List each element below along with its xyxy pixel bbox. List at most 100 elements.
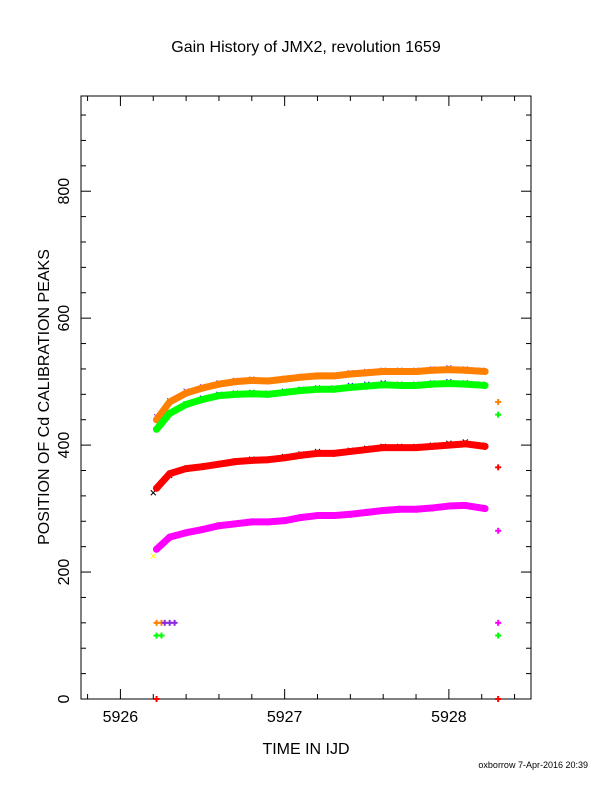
data-point-smoothed — [428, 504, 436, 512]
x-tick-label: 5927 — [267, 709, 303, 726]
data-point-smoothed — [264, 377, 272, 385]
data-point-smoothed — [313, 449, 321, 457]
data-point-smoothed — [461, 366, 469, 374]
data-point-smoothed — [231, 390, 239, 398]
data-point-smoothed — [166, 398, 174, 406]
data-point-smoothed — [215, 522, 223, 530]
x-axis-label: TIME IN IJD — [262, 741, 349, 758]
data-point-smoothed — [281, 388, 289, 396]
data-point-smoothed — [215, 380, 223, 388]
data-point-smoothed — [445, 441, 453, 449]
data-point-smoothed — [461, 501, 469, 509]
data-point-smoothed — [412, 444, 420, 452]
data-point-smoothed — [396, 444, 404, 452]
y-tick-label: 0 — [56, 694, 73, 703]
data-point-smoothed — [182, 529, 190, 537]
data-point-smoothed — [248, 390, 256, 398]
data-point-smoothed — [363, 382, 371, 390]
data-point-smoothed — [281, 454, 289, 462]
edge-marker — [495, 398, 502, 405]
data-point-smoothed — [153, 484, 161, 492]
data-point-smoothed — [428, 442, 436, 450]
data-point-smoothed — [346, 510, 354, 518]
edge-marker — [495, 619, 502, 626]
data-point-smoothed — [396, 367, 404, 375]
data-point-smoothed — [264, 390, 272, 398]
data-point-smoothed — [445, 380, 453, 388]
data-point-smoothed — [412, 367, 420, 375]
data-point-smoothed — [153, 545, 161, 553]
data-point-smoothed — [346, 370, 354, 378]
data-point-smoothed — [166, 533, 174, 541]
data-point-smoothed — [199, 526, 207, 534]
data-point-smoothed — [297, 451, 305, 459]
y-tick-label: 600 — [56, 305, 73, 332]
edge-marker — [158, 632, 165, 639]
data-point-smoothed — [166, 470, 174, 478]
data-point-smoothed — [481, 442, 489, 450]
data-point-smoothed — [481, 381, 489, 389]
data-point-smoothed — [281, 375, 289, 383]
edge-marker — [171, 619, 178, 626]
data-point-smoothed — [428, 380, 436, 388]
data-point-smoothed — [313, 372, 321, 380]
data-point-smoothed — [379, 367, 387, 375]
footer-credit: oxborrow 7-Apr-2016 20:39 — [478, 760, 588, 770]
data-point-smoothed — [330, 449, 338, 457]
data-point-raw — [150, 553, 157, 560]
plot-frame — [80, 95, 532, 700]
data-point-smoothed — [297, 387, 305, 395]
data-point-smoothed — [248, 376, 256, 384]
data-point-smoothed — [248, 456, 256, 464]
edge-marker — [495, 411, 502, 418]
data-point-smoothed — [363, 446, 371, 454]
y-axis-label: POSITION OF Cd CALIBRATION PEAKS — [36, 249, 53, 545]
data-point-smoothed — [182, 465, 190, 473]
smoothed-series-line — [153, 501, 489, 553]
data-point-smoothed — [182, 400, 190, 408]
data-point-smoothed — [215, 460, 223, 468]
tick-labels: 5926 5927 5928 0 200 400 600 800 — [56, 178, 467, 726]
data-point-smoothed — [445, 366, 453, 374]
data-point-smoothed — [313, 512, 321, 520]
data-point-smoothed — [330, 372, 338, 380]
data-point-smoothed — [281, 517, 289, 525]
data-point-smoothed — [396, 505, 404, 513]
data-point-smoothed — [231, 378, 239, 386]
data-point-smoothed — [428, 366, 436, 374]
data-point-smoothed — [379, 381, 387, 389]
data-point-smoothed — [445, 502, 453, 510]
x-tick-label: 5926 — [103, 709, 139, 726]
data-point-smoothed — [379, 444, 387, 452]
data-point-smoothed — [297, 373, 305, 381]
edge-marker — [495, 632, 502, 639]
data-point-smoothed — [396, 381, 404, 389]
edge-marker — [153, 696, 160, 702]
axis-ticks — [81, 96, 531, 700]
data-point-smoothed — [313, 385, 321, 393]
y-tick-label: 400 — [56, 432, 73, 459]
data-point-smoothed — [264, 456, 272, 464]
data-point-smoothed — [215, 392, 223, 400]
data-point-smoothed — [461, 440, 469, 448]
data-point-smoothed — [412, 381, 420, 389]
data-point-smoothed — [182, 389, 190, 397]
x-tick-label: 5928 — [431, 709, 467, 726]
data-point-smoothed — [330, 512, 338, 520]
data-point-smoothed — [153, 425, 161, 433]
data-point-smoothed — [481, 505, 489, 513]
data-marks — [150, 364, 502, 702]
data-point-smoothed — [231, 458, 239, 466]
data-point-smoothed — [330, 385, 338, 393]
data-point-smoothed — [346, 383, 354, 391]
data-point-smoothed — [363, 369, 371, 377]
data-point-smoothed — [199, 384, 207, 392]
data-point-smoothed — [248, 518, 256, 526]
data-point-smoothed — [461, 380, 469, 388]
edge-marker — [495, 527, 502, 534]
y-tick-label: 200 — [56, 559, 73, 586]
data-point-smoothed — [199, 395, 207, 403]
edge-marker — [495, 464, 502, 471]
chart-title: Gain History of JMX2, revolution 1659 — [171, 39, 441, 56]
